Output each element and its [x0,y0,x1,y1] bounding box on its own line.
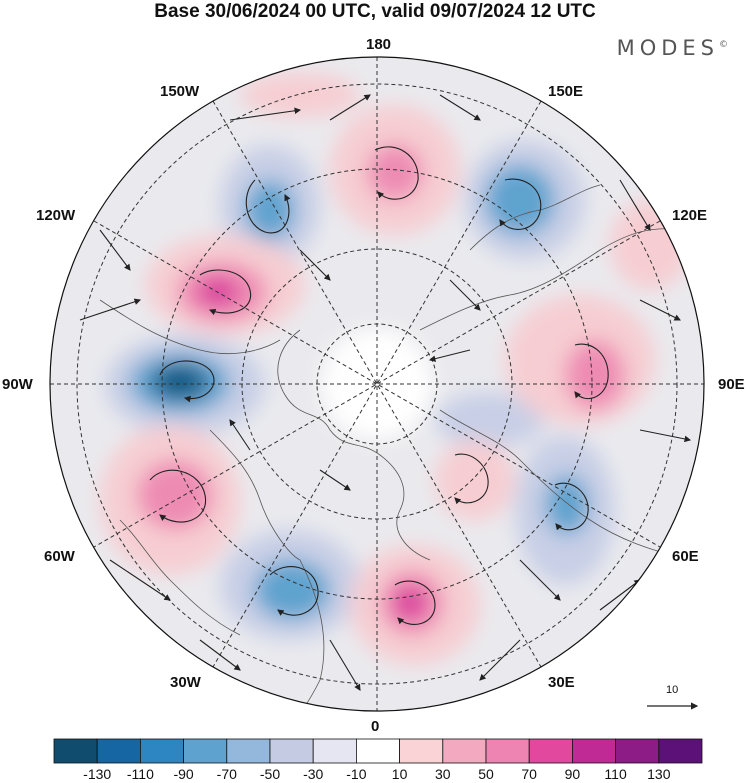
colorbar-tick-label: -10 [346,766,367,782]
lon-label-150e: 150E [548,83,584,100]
colorbar-swatch [485,738,530,764]
lon-label-120e: 120E [672,207,708,224]
colorbar-tick-label: 50 [478,766,494,782]
lon-label-60w: 60W [44,548,75,565]
colorbar-swatch [399,738,444,764]
colorbar-tick-label: 90 [564,766,581,782]
colorbar-swatch [183,738,228,764]
colorbar-tick-label: -70 [216,766,237,782]
lon-label-180: 180 [366,36,392,53]
lon-label-30w: 30W [170,674,201,691]
lon-label-90w: 90W [2,376,33,393]
map-field [50,57,704,711]
colorbar-swatch [139,738,184,764]
colorbar-swatch [572,738,617,764]
colorbar-swatch [96,738,141,764]
streamlines [79,94,692,691]
map-border [49,56,705,712]
brand-logo: MODES© [616,36,728,60]
lon-label-30e: 30E [548,674,575,691]
colorbar-swatch [658,738,703,764]
lon-label-90e: 90E [718,376,745,393]
colorbar-tick-label: -90 [173,766,194,782]
lon-label-120w: 120W [36,207,76,224]
lon-label-150w: 150W [160,83,200,100]
colorbar-tick-label: -110 [126,766,154,782]
graticule [50,57,704,711]
colorbar [53,738,703,764]
colorbar-swatch [615,738,660,764]
colorbar-tick-label: -30 [303,766,324,782]
colorbar-swatch [528,738,573,764]
colorbar-swatch [355,738,400,764]
lon-label-0: 0 [371,718,380,735]
colorbar-tick-label: -50 [259,766,281,782]
colorbar-swatch [442,738,487,764]
page-title: Base 30/06/2024 00 UTC, valid 09/07/2024… [154,1,596,22]
colorbar-tick-label: 110 [604,766,627,782]
colorbar-tick-label: 10 [391,766,408,782]
colorbar-tick-label: 130 [647,766,671,782]
colorbar-tick-label: 30 [435,766,451,782]
colorbar-tick-label: 70 [521,766,537,782]
colorbar-swatch [226,738,271,764]
colorbar-swatch [53,738,98,764]
colorbar-swatch [312,738,357,764]
lon-label-60e: 60E [672,548,699,565]
colorbar-swatch [269,738,314,764]
reference-vector-label: 10 [666,684,679,696]
colorbar-tick-label: -130 [83,766,112,782]
